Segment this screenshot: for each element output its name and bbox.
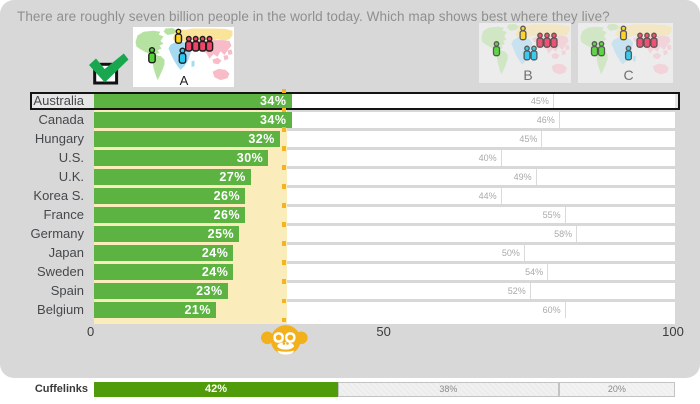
svg-text:B: B (523, 67, 532, 83)
svg-text:A: A (180, 73, 189, 87)
svg-text:C: C (623, 67, 633, 83)
